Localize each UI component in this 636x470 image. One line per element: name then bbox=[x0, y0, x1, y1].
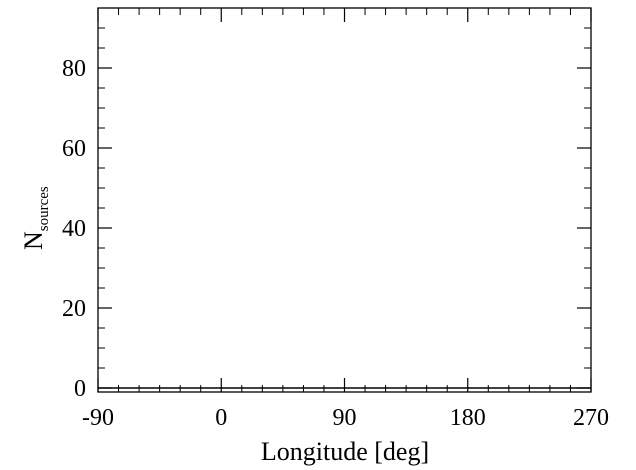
y-tick-label: 60 bbox=[62, 136, 86, 162]
y-tick-label: 80 bbox=[62, 56, 86, 82]
y-tick-labels: 0 20 40 60 80 bbox=[62, 56, 86, 402]
x-tick-labels: -90 0 90 180 270 bbox=[82, 405, 609, 431]
svg-text:Nsources: Nsources bbox=[19, 186, 52, 250]
y-tick-label: 0 bbox=[74, 376, 86, 402]
x-axis-title: Longitude [deg] bbox=[261, 437, 429, 466]
x-tick-label: 180 bbox=[450, 405, 486, 431]
plot-frame bbox=[97, 7, 592, 393]
axis-ticks bbox=[97, 8, 592, 392]
x-tick-label: 0 bbox=[215, 405, 227, 431]
x-tick-label: 270 bbox=[573, 405, 609, 431]
y-tick-label: 20 bbox=[62, 296, 86, 322]
plot-area-border bbox=[97, 7, 592, 393]
y-axis-title-main: N bbox=[19, 231, 48, 250]
x-tick-label: -90 bbox=[82, 405, 114, 431]
y-axis-title: Nsources bbox=[19, 186, 52, 250]
y-tick-label: 40 bbox=[62, 216, 86, 242]
x-tick-label: 90 bbox=[333, 405, 357, 431]
y-axis-title-subscript: sources bbox=[36, 186, 52, 231]
